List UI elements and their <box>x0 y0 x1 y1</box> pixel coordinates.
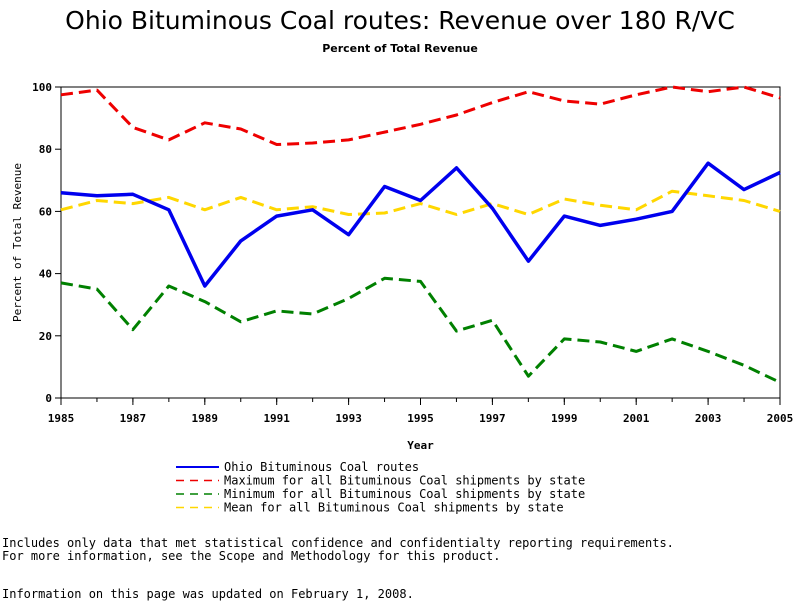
legend-label-3: Mean for all Bituminous Coal shipments b… <box>224 501 564 515</box>
chart-axes: 0 20 40 60 80 100 1985 1987 1989 1991 1993 1995 1997… <box>11 81 793 452</box>
footnote-methodology: For more information, see the Scope and … <box>2 549 501 563</box>
y-tick-label: 60 <box>39 205 52 218</box>
x-tick-label: 2003 <box>695 412 722 425</box>
footnote-confidence: Includes only data that met statistical … <box>2 536 674 550</box>
y-tick-label: 40 <box>39 268 52 281</box>
y-axis-label: Percent of Total Revenue <box>11 163 24 322</box>
y-tick-label: 80 <box>39 143 52 156</box>
x-tick-label: 2001 <box>623 412 650 425</box>
x-tick-label: 1997 <box>479 412 506 425</box>
series-line-2 <box>60 276 781 384</box>
series-lines <box>60 85 781 384</box>
plot-frame <box>60 86 781 399</box>
x-tick-label: 1991 <box>263 412 290 425</box>
legend-label-0: Ohio Bituminous Coal routes <box>224 460 419 474</box>
footnote-updated: Information on this page was updated on … <box>2 587 414 601</box>
chart-subtitle: Percent of Total Revenue <box>322 42 478 55</box>
y-tick-label: 0 <box>45 392 52 405</box>
legend-label-1: Maximum for all Bituminous Coal shipment… <box>224 474 585 488</box>
x-axis-label: Year <box>407 439 434 452</box>
line-chart: 0 20 40 60 80 100 1985 1987 1989 1991 1993 1995 1997… <box>11 81 793 515</box>
x-tick-label: 1987 <box>120 412 147 425</box>
x-tick-label: 1995 <box>407 412 434 425</box>
x-tick-label: 2005 <box>767 412 794 425</box>
series-line-1 <box>60 85 781 146</box>
x-tick-label: 1993 <box>335 412 362 425</box>
x-tick-label: 1985 <box>48 412 75 425</box>
x-tick-label: 1999 <box>551 412 578 425</box>
series-line-0 <box>60 161 781 288</box>
series-line-3 <box>60 189 781 216</box>
chart-title: Ohio Bituminous Coal routes: Revenue ove… <box>65 6 735 35</box>
x-tick-label: 1989 <box>192 412 219 425</box>
legend-label-2: Minimum for all Bituminous Coal shipment… <box>224 487 585 501</box>
y-tick-label: 20 <box>39 330 52 343</box>
y-tick-label: 100 <box>32 81 52 94</box>
